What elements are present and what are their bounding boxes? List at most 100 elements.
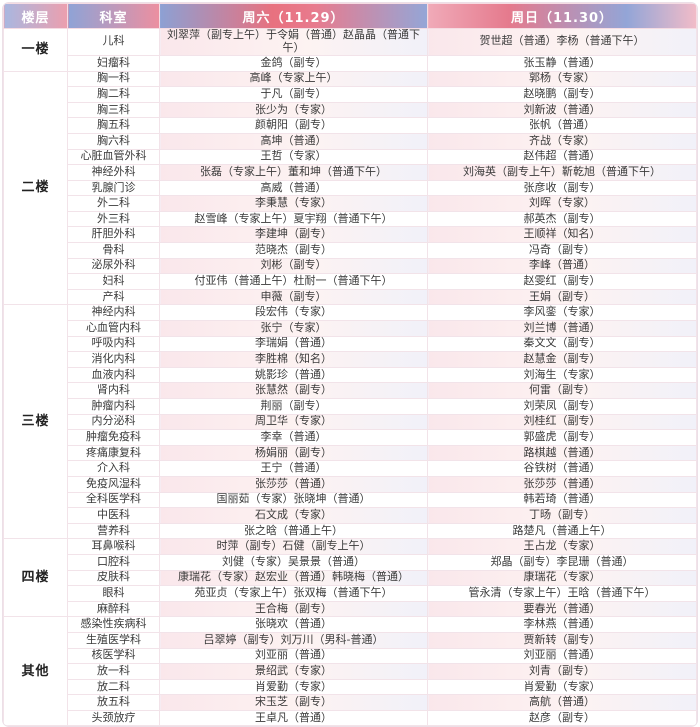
department-cell: 胸二科 — [67, 86, 160, 103]
sunday-cell: 王顺祥（知名） — [427, 226, 697, 244]
sunday-cell: 郝英杰（副专） — [427, 210, 697, 228]
header-saturday: 周六（11.29） — [159, 3, 428, 29]
saturday-cell: 王卓凡（普通） — [159, 709, 428, 727]
sunday-cell: 何雷（副专） — [427, 382, 697, 399]
sunday-cell: 赵晓鹏（副专） — [427, 86, 697, 103]
sunday-cell: 路棋越（普通） — [427, 444, 697, 462]
saturday-cell: 刘亚丽（普通） — [159, 647, 428, 665]
sunday-cell: 郭盛虎（副专） — [427, 429, 697, 446]
department-cell: 神经外科 — [67, 164, 160, 181]
table-row: 骨科 范晓杰（副专） 冯奇（副专） — [4, 242, 697, 259]
table-row: 肿瘤免疫科 李幸（普通） 郭盛虎（副专） — [4, 429, 697, 446]
table-row: 介入科 王宁（普通） 谷铁树（普通） — [4, 460, 697, 477]
department-cell: 胸六科 — [67, 132, 160, 150]
floor-cell: 其他 — [3, 616, 68, 727]
saturday-cell: 高威（普通） — [159, 179, 428, 197]
table-row: 眼科 苑亚贞（专家上午）张双梅（普通下午） 管永清（专家上午）王晗（普通下午） — [4, 585, 697, 602]
table-row: 四楼 耳鼻喉科 时萍（副专）石健（副专上午） 王占龙（专家） — [3, 538, 697, 618]
department-cell: 外三科 — [67, 210, 160, 228]
sunday-cell: 齐战（专家） — [427, 132, 697, 150]
department-cell: 中医科 — [67, 507, 160, 524]
sunday-cell: 李峰（普通） — [427, 257, 697, 275]
department-cell: 骨科 — [67, 242, 160, 259]
table-header: 楼层 科室 周六（11.29） 周日（11.30） — [3, 3, 697, 29]
saturday-cell: 肖爱勤（专家） — [159, 678, 428, 696]
saturday-cell: 李瑞娟（普通） — [159, 335, 428, 353]
table-row: 神经外科 张磊（专家上午）董和坤（普通下午） 刘海英（副专上午）靳乾旭（普通下午） — [4, 164, 697, 181]
sunday-cell: 刘青（副专） — [427, 663, 697, 680]
table-row: 放五科 宋玉芝（副专） 高航（普通） — [4, 694, 697, 711]
department-cell: 放二科 — [67, 678, 160, 696]
department-cell: 内分泌科 — [67, 413, 160, 431]
sunday-cell: 刘荣凤（副专） — [427, 398, 697, 415]
sunday-cell: 韩若琦（普通） — [427, 491, 697, 509]
table-row: 三楼 神经内科 段宏伟（专家） 李风銮（专家） — [3, 304, 697, 540]
saturday-cell: 张磊（专家上午）董和坤（普通下午） — [159, 164, 428, 181]
table-row: 头颈放疗 王卓凡（普通） 赵彦（副专） — [4, 709, 697, 727]
saturday-cell: 范晓杰（副专） — [159, 242, 428, 259]
table-row: 乳腺门诊 高威（普通） 张彦收（副专） — [4, 179, 697, 197]
saturday-cell: 康瑞花（专家）赵宏业（普通）韩晓梅（普通） — [159, 569, 428, 587]
saturday-cell: 刘彬（副专） — [159, 257, 428, 275]
sunday-cell: 刘海生（专家） — [427, 366, 697, 384]
saturday-cell: 于凡（副专） — [159, 86, 428, 103]
table-row: 生殖医学科 吕翠婷（副专）刘万川（男科-普通） 贾新转（副专） — [4, 631, 697, 649]
sunday-cell: 赵伟超（普通） — [427, 148, 697, 166]
sunday-cell: 谷铁树（普通） — [427, 460, 697, 477]
sunday-cell: 王占龙（专家） — [427, 538, 697, 555]
table-row: 心血管内科 张宁（专家） 刘兰博（普通） — [4, 320, 697, 337]
department-cell: 生殖医学科 — [67, 631, 160, 649]
saturday-cell: 张少为（专家） — [159, 101, 428, 119]
table-row: 一楼 儿科 刘翠萍（副专上午）于令娟（普通）赵晶晶（普通下午） 贺世超（普通）李杨（普… — [3, 28, 697, 72]
saturday-cell: 时萍（副专）石健（副专上午） — [159, 538, 428, 555]
department-cell: 产科 — [67, 288, 160, 306]
table-row: 麻醉科 王合梅（副专） 要春光（普通） — [4, 600, 697, 618]
saturday-cell: 宋玉芝（副专） — [159, 694, 428, 711]
header-sunday: 周日（11.30） — [427, 3, 697, 29]
floor-cell: 一楼 — [3, 28, 68, 72]
table-row: 放一科 景绍武（专家） 刘青（副专） — [4, 663, 697, 680]
header-row: 楼层 科室 周六（11.29） 周日（11.30） — [3, 3, 697, 29]
table-row: 内分泌科 周卫华（专家） 刘桂红（副专） — [4, 413, 697, 431]
sunday-cell: 刘海英（副专上午）靳乾旭（普通下午） — [427, 164, 697, 181]
sunday-cell: 秦文文（副专） — [427, 335, 697, 353]
table-row: 疼痛康复科 杨娟丽（副专） 路棋越（普通） — [4, 444, 697, 462]
sunday-cell: 肖爱勤（专家） — [427, 678, 697, 696]
sunday-cell: 郭杨（专家） — [427, 70, 697, 88]
department-cell: 胸五科 — [67, 117, 160, 134]
table-row: 外三科 赵雪峰（专家上午）夏宇翔（普通下午） 郝英杰（副专） — [4, 210, 697, 228]
department-cell: 外二科 — [67, 195, 160, 212]
table-row: 营养科 张之晗（普通上午） 路楚凡（普通上午） — [4, 522, 697, 540]
saturday-cell: 吕翠婷（副专）刘万川（男科-普通） — [159, 631, 428, 649]
sunday-cell: 李林燕（普通） — [427, 616, 697, 633]
department-cell: 头颈放疗 — [67, 709, 160, 727]
table-row: 消化内科 李胜棉（知名） 赵慧金（副专） — [4, 351, 697, 368]
department-cell: 妇科 — [67, 273, 160, 290]
saturday-cell: 周卫华（专家） — [159, 413, 428, 431]
table-row: 肿瘤内科 荆丽（副专） 刘荣凤（副专） — [4, 398, 697, 415]
saturday-cell: 李幸（普通） — [159, 429, 428, 446]
department-cell: 营养科 — [67, 522, 160, 540]
saturday-cell: 申薇（副专） — [159, 288, 428, 306]
department-cell: 介入科 — [67, 460, 160, 477]
department-cell: 心脏血管外科 — [67, 148, 160, 166]
department-cell: 妇瘤科 — [67, 54, 160, 72]
sunday-cell: 刘兰博（普通） — [427, 320, 697, 337]
sunday-cell: 冯奇（副专） — [427, 242, 697, 259]
sunday-cell: 王娟（副专） — [427, 288, 697, 306]
department-cell: 血液内科 — [67, 366, 160, 384]
saturday-cell: 颜朝阳（副专） — [159, 117, 428, 134]
department-cell: 全科医学科 — [67, 491, 160, 509]
floor-cell: 二楼 — [3, 70, 68, 306]
saturday-cell: 高峰（专家上午） — [159, 70, 428, 88]
sunday-cell: 张玉静（普通） — [427, 54, 697, 72]
header-floor: 楼层 — [3, 3, 68, 29]
department-cell: 耳鼻喉科 — [67, 538, 160, 555]
saturday-cell: 荆丽（副专） — [159, 398, 428, 415]
table-row: 其他 感染性疾病科 张晓欢（普通） 李林燕（普通） — [3, 616, 697, 727]
saturday-cell: 刘健（专家）吴景景（普通） — [159, 553, 428, 571]
table-row: 肾内科 张慧然（副专） 何雷（副专） — [4, 382, 697, 399]
saturday-cell: 李秉慧（专家） — [159, 195, 428, 212]
saturday-cell: 姚影珍（普通） — [159, 366, 428, 384]
